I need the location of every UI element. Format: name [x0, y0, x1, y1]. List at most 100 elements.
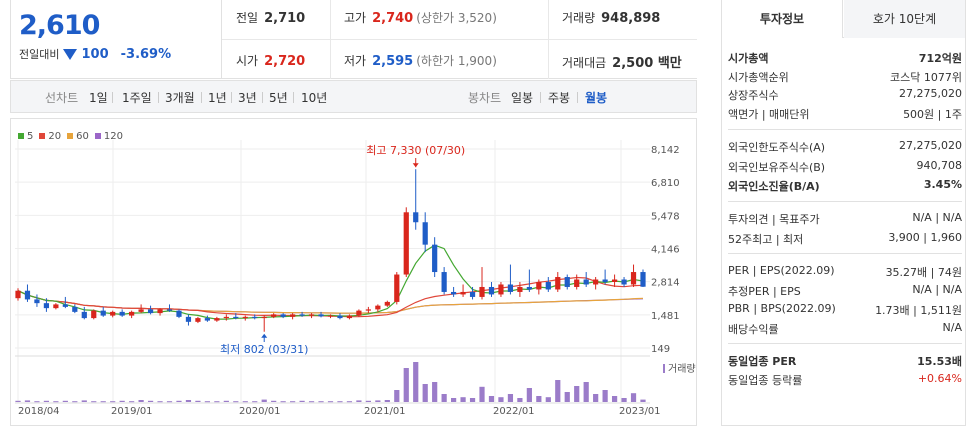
info-row-label: 상장주식수: [728, 89, 779, 102]
info-row: 배당수익률 N/A: [728, 321, 962, 339]
line-chart-label: 선차트: [45, 91, 79, 105]
volume-bar: [176, 400, 182, 402]
section-divider: [728, 129, 962, 130]
high-annotation: 최고 7,330 (07/30): [366, 144, 465, 157]
candle-body: [318, 314, 324, 317]
tab-3year[interactable]: 3년: [238, 91, 257, 105]
volume-bar: [375, 400, 381, 402]
candle-body: [536, 281, 542, 290]
volume-bar: [498, 397, 504, 402]
candle-body: [214, 318, 220, 321]
info-row: 액면가 | 매매단위 500원 | 1주: [728, 106, 962, 124]
candle-body: [195, 318, 201, 322]
high-cell: 고가 2,740 (상한가 3,520): [344, 9, 497, 26]
volume-bar: [53, 401, 59, 403]
x-tick-label: 2023/01: [619, 406, 661, 417]
candle-body: [555, 277, 561, 290]
high-label: 고가: [344, 11, 367, 25]
tab-monthly[interactable]: 월봉: [585, 91, 608, 105]
volume-bar: [318, 401, 324, 403]
candle-body: [62, 304, 68, 307]
volume-bar: [593, 394, 599, 402]
tab-1day[interactable]: 1일: [89, 91, 108, 105]
volume-bar: [242, 401, 248, 403]
price-change-row: 전일대비 100 -3.69%: [19, 46, 171, 62]
volume-bar: [15, 400, 21, 402]
candle-body: [261, 316, 267, 319]
legend-swatch: [94, 133, 101, 139]
volume-bar: [299, 400, 305, 402]
candle-body: [223, 316, 229, 319]
info-row-label: 외국인한도주식수(A): [728, 141, 826, 154]
volume-bar: [469, 398, 476, 402]
tab-1year[interactable]: 1년: [208, 91, 227, 105]
volume-bar: [526, 388, 532, 402]
stock-chart[interactable]: 8,142 6,810 5,478 4,146 2,814 1,481 149 2018/04…: [0, 0, 697, 426]
legend-item-60: 60: [67, 131, 89, 142]
tab-10year[interactable]: 10년: [301, 91, 328, 105]
tab-divider: [262, 92, 263, 103]
volume-bar: [441, 394, 447, 402]
legend-item-120: 120: [94, 131, 123, 142]
candle-body: [602, 279, 608, 282]
volume-bar: [611, 396, 618, 402]
legend-label: 20: [48, 131, 62, 142]
ma60-line: [17, 290, 644, 314]
info-row-value: 35.27배 | 74원: [885, 266, 962, 279]
info-row-value: 500원 | 1주: [903, 107, 962, 121]
tab-1week[interactable]: 1주일: [122, 91, 152, 105]
volume-bar: [517, 398, 523, 402]
candle-body: [157, 309, 163, 314]
candle-body: [564, 277, 570, 287]
volume-bar: [507, 394, 514, 402]
info-row: 추정PER | EPS N/A | N/A: [728, 283, 962, 301]
volume-bar: [129, 401, 135, 403]
volume-bar: [327, 401, 334, 403]
tab-daily[interactable]: 일봉: [511, 91, 534, 105]
tab-orderbook[interactable]: 호가 10단계: [844, 0, 965, 38]
candle-body: [176, 310, 182, 317]
candle-body: [100, 310, 106, 316]
volume-bar: [157, 401, 163, 403]
tab-weekly[interactable]: 주봉: [548, 91, 571, 105]
candle-body: [34, 299, 40, 304]
candle-body: [488, 286, 495, 295]
volume-bar: [204, 401, 210, 403]
low-annotation: 최저 802 (03/31): [220, 343, 309, 356]
info-row-value: N/A: [942, 321, 962, 334]
info-row-label: 외국인보유주식수(B): [728, 160, 826, 174]
volume-bar: [110, 401, 116, 403]
candle-body: [593, 279, 599, 285]
candle-body: [507, 284, 514, 292]
open-label: 시가: [236, 54, 259, 68]
candle-body: [574, 279, 580, 287]
volume-bar: [100, 401, 106, 403]
info-row-label: 외국인소진율(B/A): [728, 180, 820, 193]
volume-bar: [290, 401, 296, 403]
tab-5year[interactable]: 5년: [269, 91, 288, 105]
info-row-value: 1.73배 | 1,511원: [875, 304, 962, 317]
volume-bar: [91, 401, 97, 403]
info-row-value: 27,275,020: [899, 87, 962, 100]
x-tick-label: 2018/04: [18, 406, 60, 417]
legend-swatch: [67, 133, 74, 139]
tab-3month[interactable]: 3개월: [165, 91, 195, 105]
volume-bar: [583, 382, 589, 402]
candle-body: [299, 314, 305, 316]
volume-bar: [602, 390, 608, 402]
volume-bar: [555, 380, 561, 402]
candle-body: [53, 304, 59, 309]
x-tick-label: 2022/01: [493, 406, 535, 417]
tab-investment-info[interactable]: 투자정보: [722, 0, 843, 38]
amount-cell: 거래대금 2,500 백만: [562, 52, 682, 71]
volume-bar: [451, 398, 457, 402]
volume-bar: [630, 393, 637, 402]
change-percent: -3.69%: [120, 46, 172, 62]
volume-bar: [43, 400, 50, 402]
y-tick-label: 5,478: [651, 211, 680, 222]
info-row: 외국인보유주식수(B) 940,708: [728, 159, 962, 177]
tab-divider: [201, 92, 202, 103]
stock-main-panel: 2,610 전일대비 100 -3.69% 전일 2,710 고가 2,740 (상한…: [0, 0, 697, 426]
info-row: 52주최고 | 최저 3,900 | 1,960: [728, 231, 962, 249]
candle-body: [110, 311, 116, 316]
